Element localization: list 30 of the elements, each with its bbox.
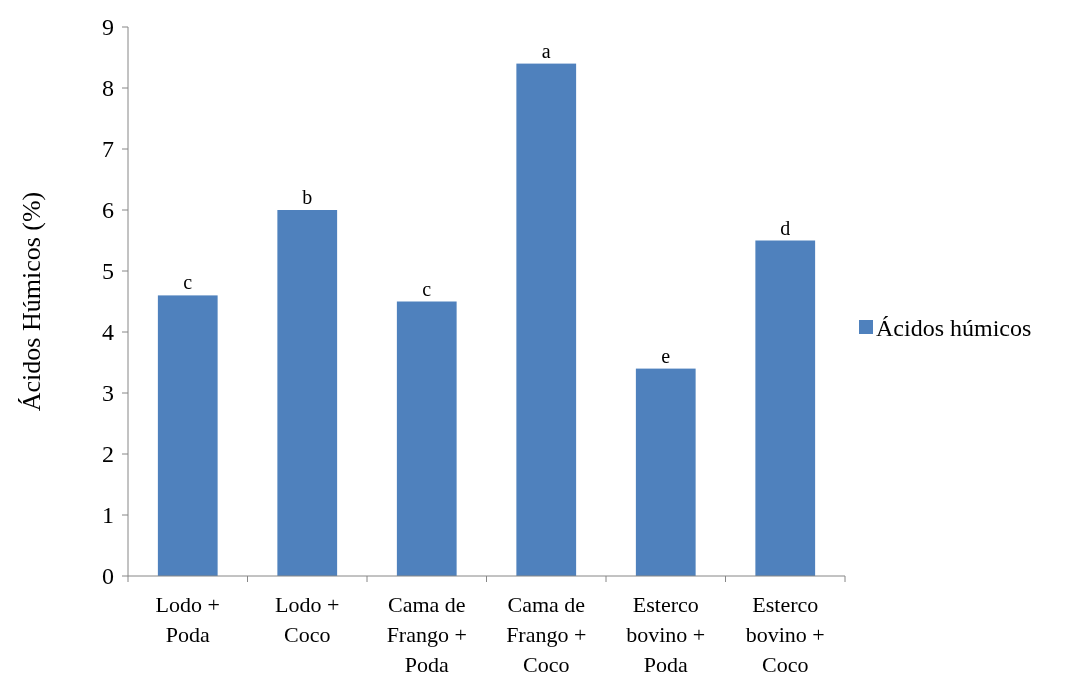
annotation: e <box>661 344 671 367</box>
x-tick-label: Esterco bovino + Poda <box>626 592 706 677</box>
annotation: a <box>541 39 551 62</box>
annotation: c <box>183 271 193 294</box>
x-tick-label: Esterco bovino + Coco <box>745 592 825 677</box>
bar <box>635 368 696 576</box>
y-axis-title: Ácidos Húmicos (%) <box>17 191 46 412</box>
legend-label: Ácidos húmicos <box>876 315 1032 342</box>
bar <box>157 295 218 576</box>
annotation: d <box>780 216 791 239</box>
y-tick-label: 7 <box>102 136 114 163</box>
x-tick-label: Cama de Frango + Coco <box>506 592 587 677</box>
bar <box>396 301 457 576</box>
x-tick-label: Cama de Frango + Poda <box>386 592 467 677</box>
bar <box>755 240 816 576</box>
y-tick-label: 3 <box>102 380 114 407</box>
y-tick-label: 9 <box>102 14 114 41</box>
bar <box>277 210 338 576</box>
x-tick-label: Lodo + Poda <box>155 592 220 647</box>
y-tick-label: 1 <box>102 502 114 529</box>
y-tick-label: 0 <box>102 563 114 590</box>
y-tick-label: 8 <box>102 75 114 102</box>
y-tick-label: 2 <box>102 441 114 468</box>
y-tick-label: 5 <box>102 258 114 285</box>
y-tick-label: 6 <box>102 197 114 224</box>
annotation: b <box>302 186 313 208</box>
y-tick-label: 4 <box>102 319 114 346</box>
bar <box>516 63 577 576</box>
annotation: c <box>422 277 432 300</box>
x-tick-label: Lodo + Coco <box>275 592 340 647</box>
